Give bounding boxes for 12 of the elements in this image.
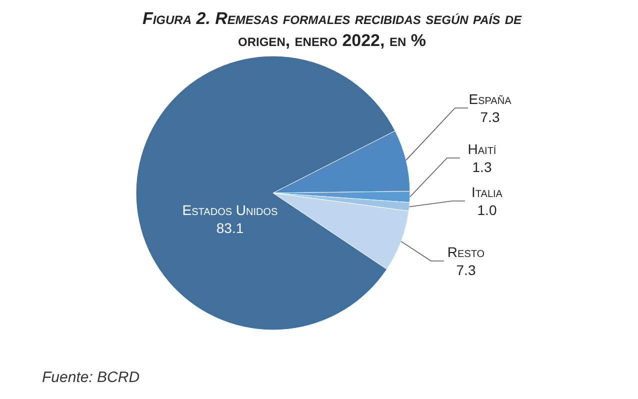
data-label: 7.3 [456, 262, 476, 278]
chart-title: Figura 2. Remesas formales recibidas según país de origen, enero 2022, en % [142, 9, 523, 50]
data-label: 1.3 [472, 159, 492, 175]
source-note: Fuente: BCRD [42, 369, 140, 386]
data-label: 1.0 [477, 202, 497, 218]
slice-label: Resto [447, 244, 485, 260]
data-label: 7.3 [480, 109, 500, 125]
slice-label: Italia [472, 184, 503, 200]
slice-label: Estados Unidos [182, 202, 278, 218]
slice-label: España [468, 91, 512, 107]
slice-label: Haití [468, 141, 496, 157]
data-label: 83.1 [216, 220, 244, 236]
